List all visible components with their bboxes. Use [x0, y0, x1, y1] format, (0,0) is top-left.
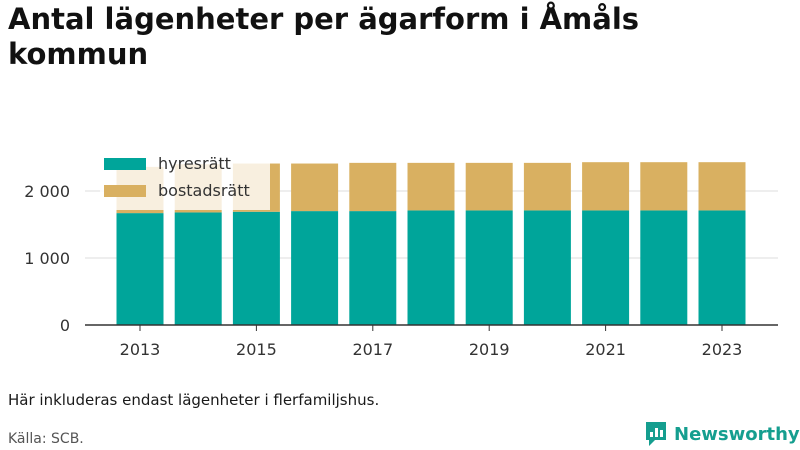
- source-label: Källa: SCB.: [8, 431, 84, 447]
- brand-logo[interactable]: Newsworthy: [644, 420, 800, 448]
- legend: hyresrätt bostadsrätt: [100, 150, 270, 210]
- chart-note: Här inkluderas endast lägenheter i flerf…: [8, 391, 380, 409]
- bar-hyresratt: [407, 210, 455, 325]
- x-tick-label: 2015: [236, 340, 277, 359]
- bar-bostadsratt: [407, 162, 455, 211]
- x-tick-label: 2023: [702, 340, 743, 359]
- bar-hyresratt: [698, 210, 746, 325]
- bar-bostadsratt: [698, 162, 746, 211]
- bar-bostadsratt: [291, 163, 339, 212]
- x-tick-label: 2021: [585, 340, 626, 359]
- y-tick-label: 1 000: [24, 249, 70, 268]
- legend-swatch: [104, 185, 146, 197]
- legend-label: bostadsrätt: [158, 181, 250, 200]
- chart-title: Antal lägenheter per ägarform i Åmåls ko…: [8, 2, 640, 71]
- bar-hyresratt: [582, 210, 630, 325]
- y-tick-label: 2 000: [24, 182, 70, 201]
- x-tick-label: 2019: [469, 340, 510, 359]
- bar-hyresratt: [174, 212, 222, 325]
- bar-hyresratt: [349, 211, 397, 325]
- bar-bostadsratt: [582, 162, 630, 211]
- legend-label: hyresrätt: [158, 154, 231, 173]
- axes: 0 1 000 2 000 2013 2015 2017 2019 2021 2023: [24, 182, 778, 359]
- bar-bostadsratt: [640, 162, 688, 211]
- stacked-bar-chart: 0 1 000 2 000 2013 2015 2017 2019 2021 2023 hyre…: [24, 150, 778, 359]
- brand-name: Newsworthy: [674, 423, 800, 445]
- legend-swatch: [104, 158, 146, 170]
- newsworthy-logo-icon: [646, 422, 666, 446]
- bar-bostadsratt: [349, 162, 397, 212]
- x-tick-label: 2017: [352, 340, 393, 359]
- bar-hyresratt: [291, 211, 339, 325]
- bar-bostadsratt: [465, 162, 513, 211]
- bar-hyresratt: [232, 211, 280, 325]
- bar-hyresratt: [465, 210, 513, 325]
- x-tick-label: 2013: [120, 340, 161, 359]
- bar-bostadsratt: [523, 162, 571, 211]
- y-tick-label: 0: [60, 316, 70, 335]
- bar-hyresratt: [116, 213, 164, 325]
- bar-hyresratt: [523, 210, 571, 325]
- bar-hyresratt: [640, 210, 688, 325]
